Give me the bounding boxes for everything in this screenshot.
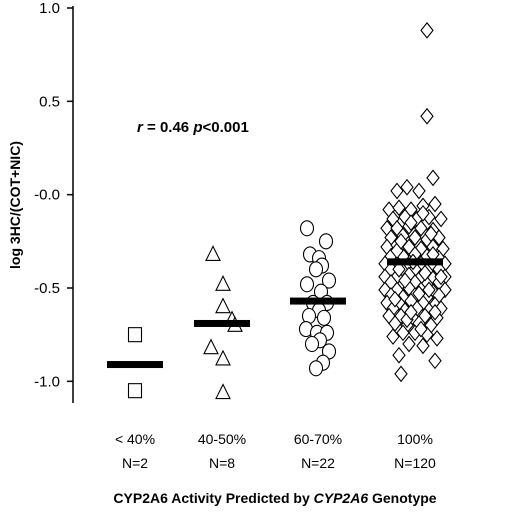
mean-bar [194,319,250,327]
triangle-point [215,297,231,314]
group-n-label: N=120 [394,455,436,471]
diamond-point [416,337,430,355]
diamond-point [434,210,448,228]
diamond-point [412,285,426,302]
diamond-point [396,324,410,342]
square-point [127,327,143,343]
y-tick-label: 0.5 [39,93,60,110]
x-axis-title-suffix: Genotype [368,490,437,506]
mean-bar [387,258,443,266]
group-triangle-points [203,245,243,400]
diamond-point [422,281,436,299]
diamond-point [398,272,412,289]
diamond-point [430,330,444,347]
triangle-point [203,338,219,355]
diamond-point [434,268,448,286]
x-axis-title-italic: CYP2A6 [314,490,369,506]
diamond-point [392,346,406,364]
circle-point [299,220,315,237]
y-axis-title: log 3HC/(COT+NIC) [7,141,23,269]
diamond-point [428,195,442,213]
diamond-point [428,352,442,370]
diamond-point [416,204,430,222]
diamond-point [412,182,426,200]
diamond-point [414,320,428,338]
y-tick-label: -0.0 [34,187,60,204]
circle-point [308,261,324,278]
diamond-point [400,178,414,196]
diamond-point [404,303,418,321]
r-symbol: r [137,119,144,136]
mean-bar [107,361,163,369]
diamond-point [390,182,404,200]
diamond-point [392,260,406,278]
x-group-labels: < 40% N=2 40-50% N=8 60-70% N=22 100% N=120 [115,431,436,471]
diamond-point [414,219,428,237]
triangle-point [205,245,221,261]
circle-point [318,233,334,250]
diamond-point [418,264,432,282]
diamond-point [392,199,406,217]
diamond-point [424,225,438,243]
diamond-point [404,214,418,232]
p-value: <0.001 [202,119,248,136]
circle-point [321,272,337,289]
group-diamond-points [378,22,452,383]
group-label: 100% [397,431,433,447]
square-point [127,383,143,399]
group-label: < 40% [115,431,155,447]
diamond-point [420,22,434,39]
triangle-point [215,349,231,366]
group-n-label: N=22 [301,455,335,471]
diamond-point [428,303,442,321]
group-n-label: N=8 [209,455,235,471]
group-n-label: N=2 [122,455,148,471]
y-tick-label: -0.5 [34,280,60,297]
data-groups [107,22,452,400]
circle-point [304,335,320,353]
circle-point [316,309,332,326]
diamond-point [394,232,408,250]
y-tick-label: 1.0 [39,0,60,17]
group-circle-points [298,220,337,377]
triangle-point [215,383,231,400]
circle-point [308,360,324,377]
diamond-point [408,229,422,246]
diamond-point [394,365,408,383]
r-value: = 0.46 [143,119,193,136]
diamond-point [426,169,440,187]
y-ticks: 1.0 0.5 -0.0 -0.5 -1.0 [34,0,73,390]
group-square-points [127,327,143,399]
x-axis-title: CYP2A6 Activity Predicted by CYP2A6 Geno… [113,490,436,506]
x-axis-title-prefix: CYP2A6 Activity Predicted by [113,490,313,506]
correlation-annotation: r = 0.46 p<0.001 [137,119,249,136]
diamond-point [402,335,416,353]
diamond-point [386,328,400,345]
triangle-point [215,275,231,291]
diamond-point [420,107,434,125]
circle-point [299,276,315,293]
diamond-point [388,290,402,308]
y-tick-label: -1.0 [34,373,60,390]
mean-bar [290,297,346,305]
group-label: 40-50% [198,431,246,447]
group-label: 60-70% [294,431,342,447]
p-symbol: p [192,119,202,136]
